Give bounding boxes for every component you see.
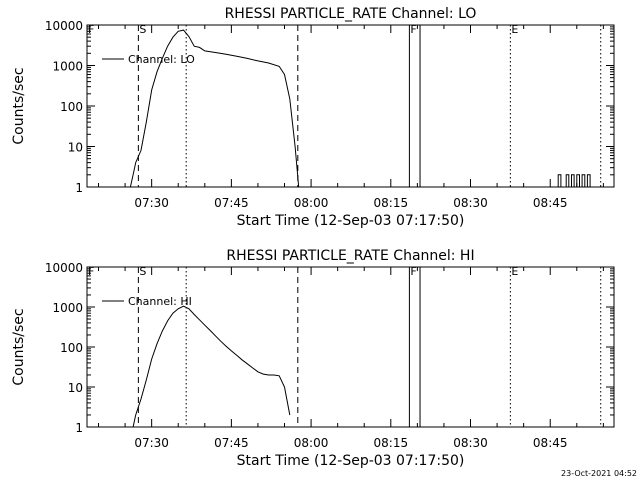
y-tick-label: 10000 — [45, 19, 83, 33]
x-tick-label: 08:45 — [533, 436, 568, 450]
x-axis-label: Start Time (12-Sep-03 07:17:50) — [237, 213, 465, 229]
time-marker-label: E — [511, 265, 518, 278]
y-tick-label: 1 — [75, 181, 83, 195]
chart-title: RHESSI PARTICLE_RATE Channel: HI — [226, 248, 474, 264]
x-tick-label: 07:30 — [134, 196, 169, 210]
time-marker-label: S — [139, 23, 146, 36]
y-axis-label: Counts/sec — [11, 308, 27, 385]
x-tick-label: 08:30 — [453, 436, 488, 450]
x-axis-label: Start Time (12-Sep-03 07:17:50) — [237, 453, 465, 469]
y-tick-label: 1000 — [52, 301, 83, 315]
time-marker-label: F — [410, 23, 416, 36]
time-marker-label: S — [139, 265, 146, 278]
y-tick-label: 10 — [68, 141, 83, 155]
y-axis-label: Counts/sec — [11, 67, 27, 144]
chart-panel-1: RHESSI PARTICLE_RATE Channel: LO 1 10 100 10… — [11, 6, 615, 229]
y-tick-label: 10 — [68, 381, 83, 395]
y-tick-label: 1 — [75, 421, 83, 435]
time-marker-label: F — [410, 265, 416, 278]
y-tick-label: 100 — [60, 341, 83, 355]
y-tick-label: 10000 — [45, 261, 83, 275]
legend-label: Channel: HI — [128, 295, 192, 308]
chart-panel-2: RHESSI PARTICLE_RATE Channel: HI 1 10 100 10… — [11, 248, 615, 469]
y-tick-label: 1000 — [52, 60, 83, 74]
x-tick-label: 07:30 — [134, 436, 169, 450]
x-tick-label: 08:45 — [533, 196, 568, 210]
time-marker-label: F — [88, 265, 94, 278]
x-tick-label: 07:45 — [214, 196, 249, 210]
x-tick-label: 08:15 — [374, 196, 409, 210]
timestamp-label: 23-Oct-2021 04:52 — [561, 469, 637, 478]
y-tick-label: 100 — [60, 100, 83, 114]
data-series-line — [557, 174, 591, 188]
x-tick-label: 08:00 — [294, 196, 329, 210]
time-marker-label: E — [511, 23, 518, 36]
x-tick-label: 07:45 — [214, 436, 249, 450]
legend-label: Channel: LO — [128, 53, 195, 66]
x-tick-label: 08:15 — [374, 436, 409, 450]
chart-title: RHESSI PARTICLE_RATE Channel: LO — [225, 6, 477, 22]
data-series-line — [132, 305, 291, 428]
data-series-line — [129, 29, 300, 188]
x-tick-label: 08:30 — [453, 196, 488, 210]
x-tick-label: 08:00 — [294, 436, 329, 450]
time-marker-label: F — [88, 23, 94, 36]
